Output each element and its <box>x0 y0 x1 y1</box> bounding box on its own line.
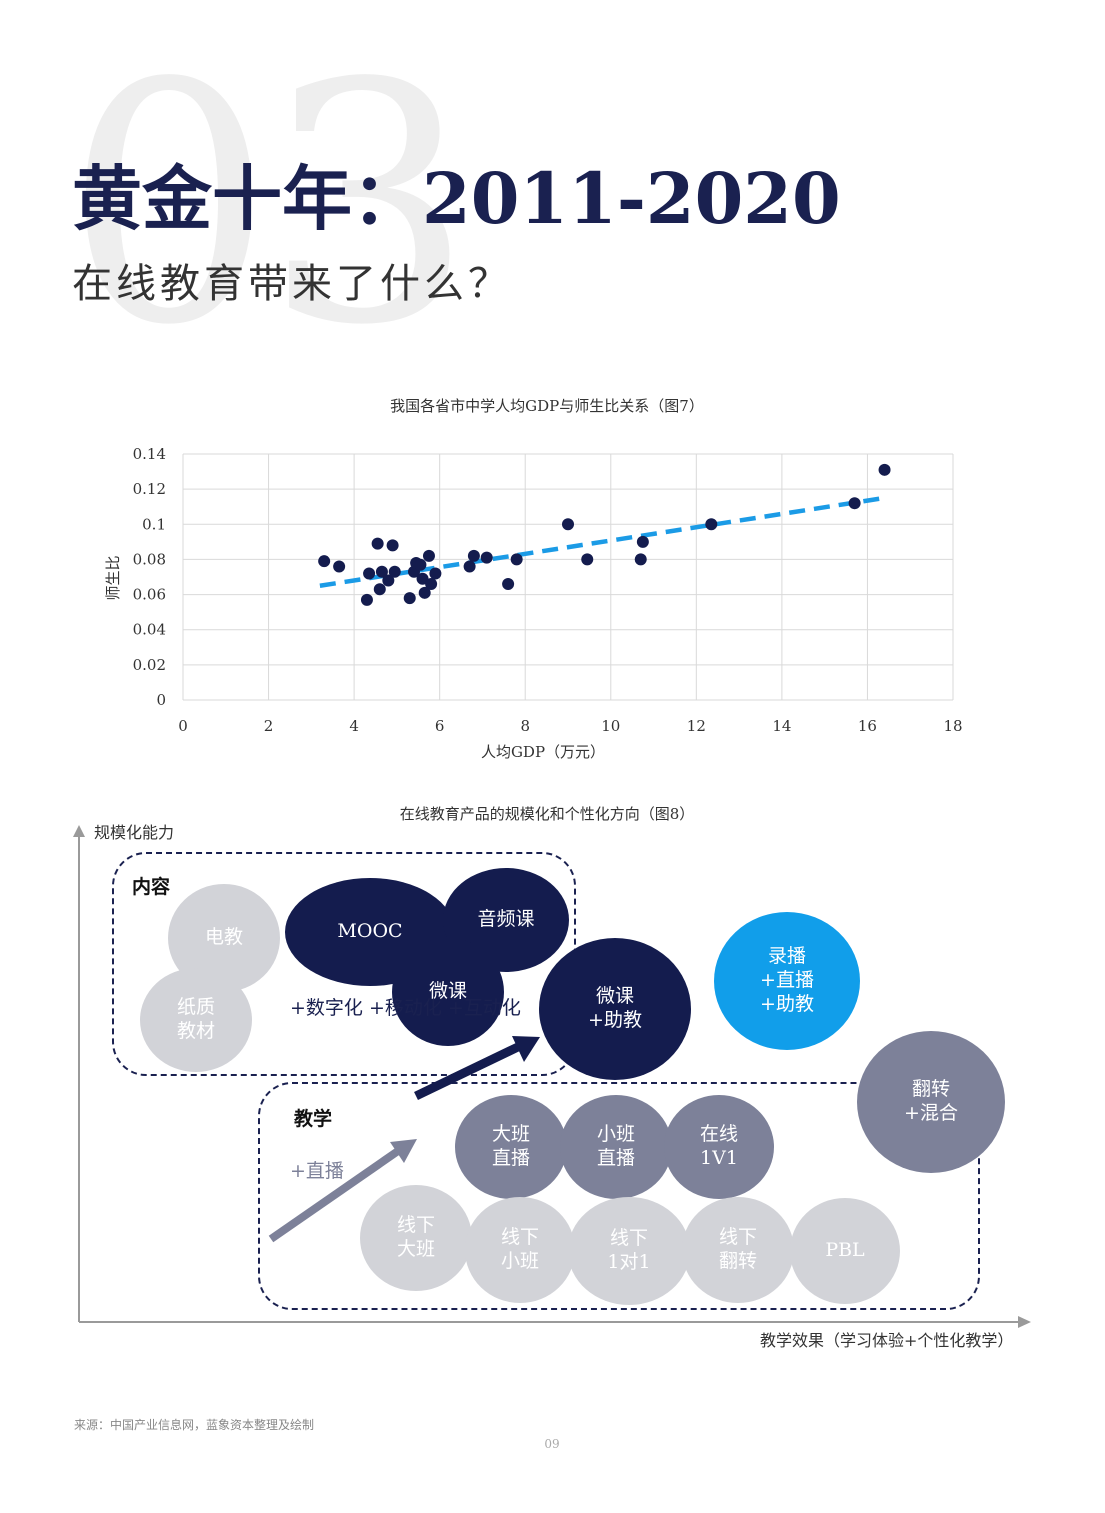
scatter-point <box>363 567 376 580</box>
scatter-point <box>416 572 429 585</box>
x-tick-label: 4 <box>349 717 359 735</box>
scatter-point <box>848 497 861 510</box>
x-tick-label: 14 <box>772 717 791 735</box>
x-axis-label: 人均GDP（万元） <box>481 743 605 761</box>
bubble-micro-course-tutor: 微课 +助教 <box>539 938 691 1080</box>
x-tick-label: 12 <box>687 717 706 735</box>
diagram-axes <box>73 825 1031 1328</box>
chart-ticks: 0 2 4 6 8 10 12 14 16 18 0 0.02 0.04 0.06 0.08 0.1 0.12 0… <box>133 445 963 735</box>
source-note: 来源：中国产业信息网，蓝象资本整理及绘制 <box>74 1418 315 1432</box>
scatter-point <box>636 535 649 548</box>
teaching-group-label: 教学 <box>294 1108 333 1130</box>
scatter-point <box>429 567 442 580</box>
y-tick-label: 0.04 <box>133 621 166 639</box>
bubble-offline-flipped: 线下 翻转 <box>682 1197 794 1303</box>
bubble-offline-large-class: 线下 大班 <box>360 1185 472 1291</box>
scatter-point <box>425 578 438 591</box>
scatter-point <box>705 518 718 531</box>
scatter-point <box>371 537 384 550</box>
scatter-point <box>318 555 331 568</box>
y-tick-label: 0.02 <box>133 656 166 674</box>
y-tick-label: 0.14 <box>133 445 166 463</box>
scatter-point <box>502 578 515 591</box>
bubble-small-class-live: 小班 直播 <box>560 1095 672 1199</box>
bubble-offline-1on1: 线下 1对1 <box>568 1197 690 1305</box>
bubble-paper-textbook: 纸质 教材 <box>140 968 252 1072</box>
content-group-label: 内容 <box>132 876 171 898</box>
scatter-point <box>467 549 480 562</box>
trendline-group <box>319 495 885 589</box>
scatter-point <box>375 565 388 578</box>
scatter-point <box>634 553 647 566</box>
y-tick-label: 0.08 <box>133 550 166 568</box>
scatter-points <box>318 463 891 606</box>
x-tick-label: 18 <box>943 717 962 735</box>
page-subtitle: 在线教育带来了什么？ <box>72 261 512 307</box>
x-tick-label: 6 <box>435 717 445 735</box>
upper-arrow-shaft <box>414 1041 522 1101</box>
scatter-point <box>388 565 401 578</box>
diagram-arrows <box>268 1036 540 1243</box>
x-tick-label: 2 <box>264 717 274 735</box>
lower-arrow-shaft <box>268 1147 401 1243</box>
scatter-point <box>480 551 493 564</box>
effect-axis-label: 教学效果（学习体验+个性化教学） <box>760 1331 1014 1350</box>
scatter-chart: 0 2 4 6 8 10 12 14 16 18 0 0.02 0.04 0.06 0.08 0.1 0.12 0… <box>104 445 963 761</box>
upper-arrow-head <box>512 1036 540 1062</box>
scatter-point <box>562 518 574 531</box>
lower-arrow-head <box>390 1139 417 1163</box>
content-note: +数字化 +移动化 +互动化 <box>290 997 521 1019</box>
scatter-point <box>510 553 523 566</box>
chart7-caption: 我国各省市中学人均GDP与师生比关系（图7） <box>390 397 704 415</box>
background-section-number: 03 <box>64 13 474 397</box>
page-number: 09 <box>544 1437 560 1451</box>
y-tick-label: 0.12 <box>133 480 166 498</box>
scatter-point <box>418 586 431 599</box>
bubble-pbl: PBL <box>790 1198 900 1304</box>
x-axis-arrowhead <box>1018 1316 1031 1328</box>
y-tick-label: 0.1 <box>142 515 166 533</box>
teaching-note: +直播 <box>290 1160 344 1182</box>
scatter-point <box>382 574 395 587</box>
scatter-point <box>360 593 373 606</box>
scatter-point <box>403 592 416 605</box>
teaching-group-box <box>258 1082 980 1310</box>
scatter-point <box>333 560 346 573</box>
x-tick-label: 10 <box>601 717 620 735</box>
bubble-large-class-live: 大班 直播 <box>455 1095 567 1199</box>
bubble-online-1v1: 在线 1V1 <box>664 1095 774 1199</box>
scatter-point <box>878 463 891 476</box>
x-tick-label: 8 <box>520 717 530 735</box>
scatter-point <box>373 583 386 596</box>
y-axis-arrowhead <box>73 825 85 837</box>
y-tick-label: 0 <box>156 691 166 709</box>
x-tick-label: 0 <box>178 717 188 735</box>
x-tick-label: 16 <box>858 717 877 735</box>
page-title: 黄金十年：2011-2020 <box>72 157 841 240</box>
scatter-point <box>463 560 476 573</box>
bubble-recorded-live-tutor: 录播 +直播 +助教 <box>714 912 860 1050</box>
scatter-point <box>386 539 399 552</box>
chart8-caption: 在线教育产品的规模化和个性化方向（图8） <box>399 805 695 823</box>
scale-axis-label: 规模化能力 <box>94 823 175 842</box>
y-tick-label: 0.06 <box>133 586 166 604</box>
scatter-point <box>414 558 427 571</box>
bubble-micro-course: 微课 <box>392 938 504 1046</box>
scatter-point <box>581 553 594 566</box>
scatter-point <box>422 549 435 562</box>
y-axis-label: 师生比 <box>104 555 122 600</box>
bubble-offline-small-class: 线下 小班 <box>465 1197 575 1303</box>
trendline <box>319 495 885 589</box>
bubble-flipped-blended: 翻转 +混合 <box>857 1031 1005 1173</box>
